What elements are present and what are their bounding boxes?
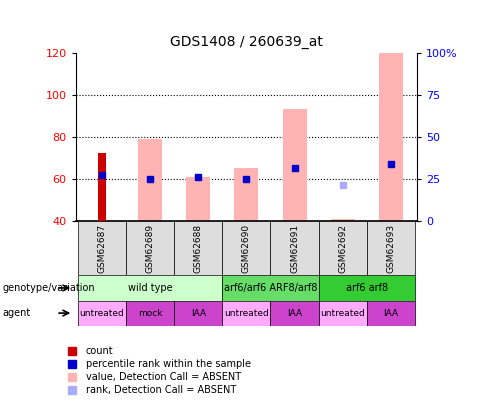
Bar bbox=[319, 221, 366, 275]
Bar bbox=[270, 301, 319, 326]
Text: GSM62688: GSM62688 bbox=[194, 224, 203, 273]
Title: GDS1408 / 260639_at: GDS1408 / 260639_at bbox=[170, 35, 323, 49]
Text: GSM62687: GSM62687 bbox=[98, 224, 106, 273]
Text: GSM62693: GSM62693 bbox=[386, 224, 395, 273]
Bar bbox=[319, 275, 415, 301]
Text: GSM62690: GSM62690 bbox=[242, 224, 251, 273]
Bar bbox=[283, 109, 306, 221]
Text: untreated: untreated bbox=[80, 309, 124, 318]
Text: count: count bbox=[86, 346, 114, 356]
Bar bbox=[366, 221, 415, 275]
Text: GSM62689: GSM62689 bbox=[146, 224, 155, 273]
Text: value, Detection Call = ABSENT: value, Detection Call = ABSENT bbox=[86, 372, 241, 382]
Bar bbox=[366, 301, 415, 326]
Bar bbox=[234, 168, 259, 221]
Text: genotype/variation: genotype/variation bbox=[2, 283, 95, 293]
Bar bbox=[78, 221, 126, 275]
Bar bbox=[319, 301, 366, 326]
Bar bbox=[78, 275, 223, 301]
Text: GSM62692: GSM62692 bbox=[338, 224, 347, 273]
Bar bbox=[174, 301, 223, 326]
Text: IAA: IAA bbox=[383, 309, 398, 318]
Bar bbox=[126, 301, 174, 326]
Text: rank, Detection Call = ABSENT: rank, Detection Call = ABSENT bbox=[86, 385, 236, 395]
Text: IAA: IAA bbox=[287, 309, 302, 318]
Bar bbox=[126, 221, 174, 275]
Text: percentile rank within the sample: percentile rank within the sample bbox=[86, 359, 251, 369]
Text: untreated: untreated bbox=[320, 309, 365, 318]
Text: mock: mock bbox=[138, 309, 163, 318]
Bar bbox=[174, 221, 223, 275]
Bar bbox=[98, 153, 106, 221]
Text: agent: agent bbox=[2, 308, 31, 318]
Text: untreated: untreated bbox=[224, 309, 269, 318]
Bar bbox=[223, 301, 270, 326]
Bar bbox=[379, 53, 403, 221]
Text: GSM62691: GSM62691 bbox=[290, 224, 299, 273]
Text: IAA: IAA bbox=[191, 309, 206, 318]
Bar bbox=[138, 139, 162, 221]
Text: arf6/arf6 ARF8/arf8: arf6/arf6 ARF8/arf8 bbox=[224, 283, 317, 293]
Text: arf6 arf8: arf6 arf8 bbox=[346, 283, 388, 293]
Bar bbox=[270, 221, 319, 275]
Bar bbox=[223, 275, 319, 301]
Bar bbox=[223, 221, 270, 275]
Bar bbox=[186, 177, 210, 221]
Bar bbox=[331, 219, 355, 221]
Text: wild type: wild type bbox=[128, 283, 173, 293]
Bar bbox=[78, 301, 126, 326]
